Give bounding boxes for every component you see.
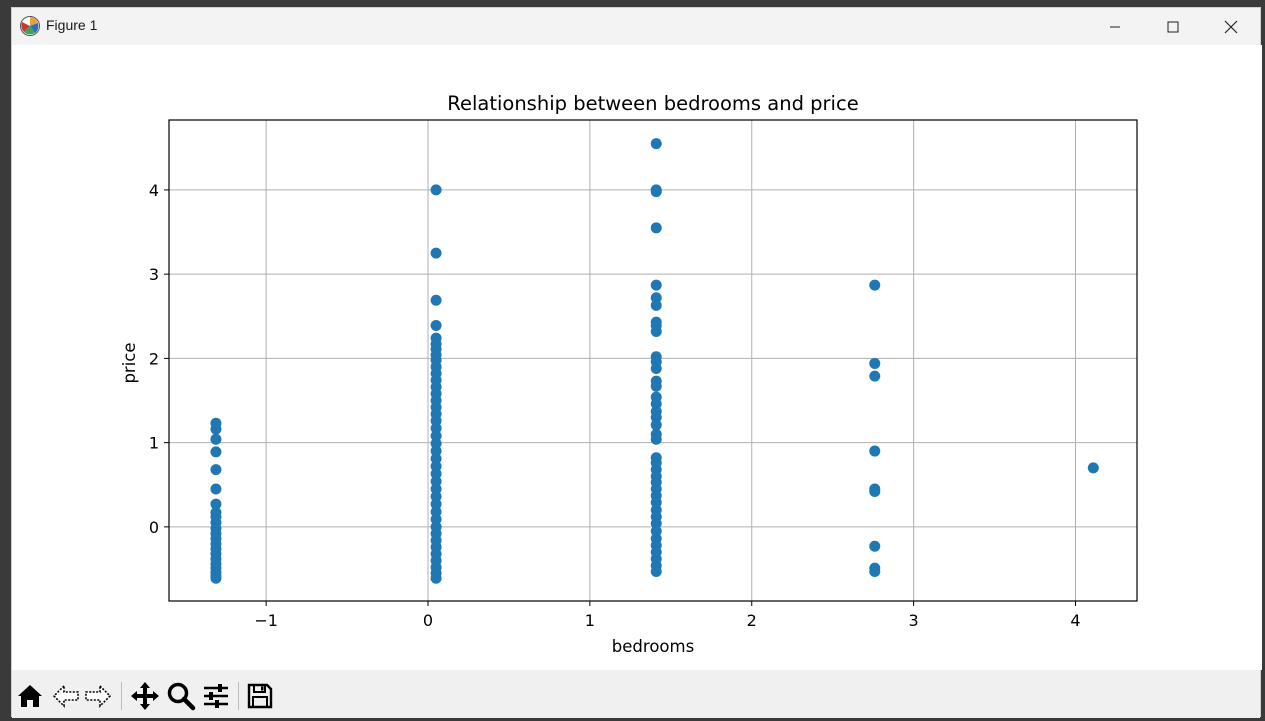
x-tick-label: 3 xyxy=(909,611,919,630)
configure-subplots-button[interactable] xyxy=(200,680,232,712)
scatter-point xyxy=(650,433,662,445)
back-arrow-icon xyxy=(52,684,79,708)
scatter-point xyxy=(430,468,442,480)
scatter-point xyxy=(430,247,442,259)
x-axis-label: bedrooms xyxy=(612,637,694,656)
scatter-point xyxy=(650,292,662,304)
figure-canvas[interactable]: Relationship between bedrooms and price … xyxy=(12,45,1262,670)
y-axis-label: price xyxy=(120,342,139,383)
scatter-point xyxy=(430,483,442,495)
scatter-point xyxy=(650,222,662,234)
scatter-point xyxy=(430,320,442,332)
x-tick-label: 4 xyxy=(1070,611,1080,630)
scatter-point xyxy=(430,422,442,434)
scatter-point xyxy=(650,398,662,410)
scatter-point xyxy=(650,419,662,431)
scatter-point xyxy=(869,566,881,578)
scatter-point xyxy=(210,464,222,476)
maximize-icon xyxy=(1167,21,1179,32)
scatter-point xyxy=(430,498,442,510)
scatter-point xyxy=(430,415,442,427)
scatter-point xyxy=(869,540,881,552)
scatter-point xyxy=(430,437,442,449)
scatter-point xyxy=(210,498,222,510)
scatter-point xyxy=(210,483,222,495)
scatter-point xyxy=(430,184,442,196)
scatter-point xyxy=(430,460,442,472)
scatter-point xyxy=(430,491,442,503)
plot-frame xyxy=(168,119,1138,602)
scatter-point xyxy=(869,357,881,369)
save-icon xyxy=(247,683,273,709)
x-axis-ticks: −1 0 1 2 3 4 xyxy=(254,601,1081,630)
scatter-point xyxy=(650,496,662,508)
back-button[interactable] xyxy=(50,680,82,712)
scatter-point xyxy=(210,433,222,445)
scatter-point xyxy=(650,325,662,337)
navigation-toolbar xyxy=(12,670,1260,718)
save-button[interactable] xyxy=(244,680,276,712)
scatter-point xyxy=(650,380,662,392)
close-icon xyxy=(1224,20,1238,33)
scatter-point xyxy=(869,279,881,291)
y-tick-label: 4 xyxy=(149,181,159,200)
y-tick-label: 3 xyxy=(149,265,159,284)
scatter-point xyxy=(650,566,662,578)
x-tick-label: 0 xyxy=(423,611,433,630)
zoom-button[interactable] xyxy=(165,680,197,712)
scatter-point xyxy=(650,279,662,291)
y-axis-ticks: 0 1 2 3 4 xyxy=(149,181,169,537)
title-bar[interactable]: Figure 1 xyxy=(12,8,1260,45)
scatter-point xyxy=(869,370,881,382)
scatter-chart: Relationship between bedrooms and price … xyxy=(120,92,1138,656)
pan-icon xyxy=(131,682,159,710)
scatter-point xyxy=(430,430,442,442)
scatter-point xyxy=(650,299,662,311)
home-button[interactable] xyxy=(14,680,46,712)
close-button[interactable] xyxy=(1202,8,1260,45)
scatter-point xyxy=(210,423,222,435)
scatter-point xyxy=(430,572,442,584)
scatter-point xyxy=(650,411,662,423)
y-tick-label: 1 xyxy=(149,434,159,453)
toolbar-separator xyxy=(121,682,122,710)
scatter-point xyxy=(650,138,662,150)
scatter-point xyxy=(210,446,222,458)
scatter-point xyxy=(869,445,881,457)
scatter-point xyxy=(430,506,442,518)
data-points xyxy=(210,138,1099,584)
matplotlib-icon xyxy=(20,16,40,36)
maximize-button[interactable] xyxy=(1144,8,1202,45)
scatter-point xyxy=(650,518,662,530)
pan-button[interactable] xyxy=(129,680,161,712)
forward-arrow-icon xyxy=(85,684,112,708)
window-title: Figure 1 xyxy=(46,17,98,33)
home-icon xyxy=(18,685,42,707)
minimize-icon xyxy=(1110,26,1120,27)
scatter-point xyxy=(430,294,442,306)
scatter-point xyxy=(650,525,662,537)
minimize-button[interactable] xyxy=(1086,8,1144,45)
scatter-point xyxy=(430,445,442,457)
x-tick-label: 1 xyxy=(585,611,595,630)
configure-subplots-icon xyxy=(204,684,228,708)
scatter-point xyxy=(1087,462,1099,474)
scatter-point xyxy=(430,453,442,465)
scatter-point xyxy=(650,363,662,375)
toolbar-separator xyxy=(238,682,239,710)
x-tick-label: −1 xyxy=(254,611,278,630)
scatter-point xyxy=(210,572,222,584)
figure-window: Figure 1 Relationship between bedrooms a… xyxy=(11,7,1262,718)
scatter-point xyxy=(869,485,881,497)
scatter-point xyxy=(430,513,442,525)
zoom-icon xyxy=(167,682,196,711)
y-tick-label: 0 xyxy=(149,518,159,537)
scatter-point xyxy=(430,475,442,487)
x-tick-label: 2 xyxy=(747,611,757,630)
scatter-point xyxy=(650,186,662,198)
forward-button[interactable] xyxy=(82,680,114,712)
y-tick-label: 2 xyxy=(149,349,159,368)
chart-title: Relationship between bedrooms and price xyxy=(447,92,858,115)
